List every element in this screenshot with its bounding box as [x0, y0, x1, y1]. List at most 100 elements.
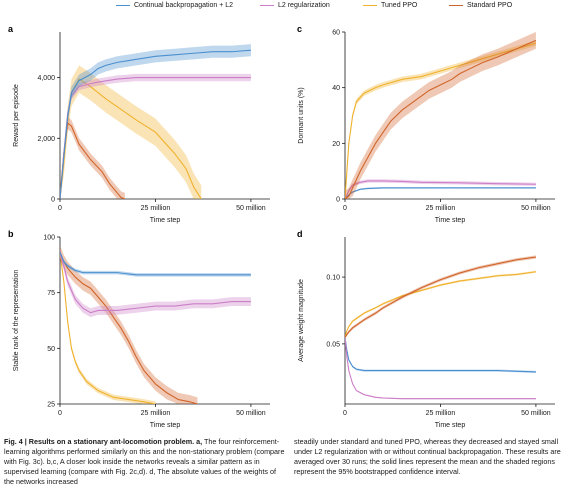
panel-letter: a: [8, 24, 14, 34]
panel-b: b 0 25 million 50 million 25 50 75 100 Time step…: [8, 229, 270, 429]
series-tuned-ppo: [60, 249, 156, 404]
series-continual-backpropagation-l2: [60, 250, 251, 277]
panel-d: d 0 25 million 50 million 0.05 0.10 Time step A…: [297, 229, 555, 429]
legend-item: Continual backpropagation + L2: [116, 2, 233, 9]
x-tick-label: 50 million: [521, 205, 551, 212]
y-tick-label: 60: [332, 30, 340, 37]
legend-label: L2 regularization: [278, 2, 330, 9]
x-tick-label: 25 million: [141, 205, 171, 212]
series-standard-ppo: [345, 32, 537, 199]
panel-a: a 0 25 million 50 million 0 2,000 4,000 Time st…: [8, 24, 270, 224]
legend-swatch: [116, 4, 130, 6]
series-line: [345, 337, 536, 400]
panel-c: c 0 25 million 50 million 0 20 40 60 Time step Do…: [297, 24, 555, 224]
confidence-band: [60, 117, 125, 199]
series-line: [60, 78, 202, 199]
series-line: [60, 252, 156, 404]
y-tick-label: 0: [51, 197, 55, 204]
legend-item: Standard PPO: [449, 2, 512, 9]
series-line: [60, 252, 251, 314]
legend-swatch: [363, 4, 377, 6]
series-l2-regularization: [60, 248, 251, 318]
figure-panels: a 0 25 million 50 million 0 2,000 4,000 Time st…: [8, 24, 555, 429]
series-standard-ppo: [345, 255, 536, 339]
series-l2-regularization: [345, 179, 536, 199]
y-tick-label: 20: [332, 141, 340, 148]
x-tick-label: 50 million: [521, 410, 551, 417]
confidence-band: [345, 179, 536, 199]
x-tick-label: 0: [343, 410, 347, 417]
caption-text-left: The four reinforcement-learning algorith…: [4, 437, 285, 486]
y-axis-label: Average weight magnitude: [298, 279, 305, 362]
confidence-band: [345, 336, 536, 374]
x-axis-label: Time step: [150, 422, 181, 429]
y-tick-label: 75: [47, 290, 55, 297]
y-tick-label: 2,000: [37, 136, 55, 143]
x-tick-label: 0: [58, 205, 62, 212]
series-line: [345, 42, 537, 199]
y-tick-label: 0.05: [326, 341, 340, 348]
y-axis-label: Dormant units (%): [298, 87, 305, 143]
series-tuned-ppo: [345, 40, 537, 199]
panel-letter: b: [8, 229, 14, 239]
series-l2-regularization: [345, 336, 536, 400]
y-tick-label: 25: [47, 402, 55, 409]
confidence-band: [60, 250, 251, 277]
x-tick-label: 50 million: [236, 410, 266, 417]
x-tick-label: 25 million: [426, 205, 456, 212]
y-tick-label: 50: [47, 346, 55, 353]
series-line: [345, 256, 536, 338]
panel-letter: c: [297, 24, 302, 34]
legend-label: Tuned PPO: [381, 2, 418, 9]
series-continual-backpropagation-l2: [345, 336, 536, 374]
caption-text-right: steadily under standard and tuned PPO, w…: [294, 437, 561, 476]
series-line: [60, 49, 251, 199]
x-axis-label: Time step: [435, 217, 466, 224]
legend-item: L2 regularization: [260, 2, 330, 9]
y-tick-label: 40: [332, 85, 340, 92]
legend-label: Continual backpropagation + L2: [134, 2, 234, 9]
x-tick-label: 25 million: [426, 410, 456, 417]
chart-legend: Continual backpropagation + L2 L2 regula…: [0, 0, 573, 16]
series-line: [345, 180, 536, 199]
panel-letter: d: [297, 229, 303, 239]
series-line: [60, 252, 251, 276]
series-line: [345, 271, 536, 338]
series-continual-backpropagation-l2: [60, 44, 251, 199]
series-line: [60, 252, 198, 404]
legend-item: Tuned PPO: [363, 2, 417, 9]
confidence-band: [345, 336, 536, 400]
x-tick-label: 50 million: [236, 205, 266, 212]
confidence-band: [345, 255, 536, 339]
x-axis-label: Time step: [435, 422, 466, 429]
series-line: [345, 39, 537, 199]
y-tick-label: 100: [43, 235, 55, 242]
confidence-band: [345, 270, 536, 339]
x-tick-label: 25 million: [141, 410, 171, 417]
y-tick-label: 0.10: [326, 275, 340, 282]
legend-swatch: [260, 4, 274, 6]
series-standard-ppo: [60, 245, 198, 404]
series-continual-backpropagation-l2: [345, 187, 536, 199]
confidence-band: [60, 245, 198, 404]
series-line: [345, 187, 536, 199]
legend-label: Standard PPO: [467, 2, 513, 9]
series-standard-ppo: [60, 117, 126, 199]
y-axis-label: Stable rank of the representation: [13, 270, 20, 372]
caption-bold: Fig. 4 | Results on a stationary ant-loc…: [4, 437, 203, 446]
confidence-band: [345, 187, 536, 199]
x-tick-label: 0: [343, 205, 347, 212]
figure-caption-left: Fig. 4 | Results on a stationary ant-loc…: [4, 437, 286, 487]
confidence-band: [345, 32, 536, 199]
confidence-band: [60, 65, 202, 199]
y-axis-label: Reward per episode: [13, 84, 20, 147]
x-tick-label: 0: [58, 410, 62, 417]
figure-caption-right: steadily under standard and tuned PPO, w…: [294, 437, 569, 477]
confidence-band: [345, 40, 536, 199]
y-tick-label: 0: [336, 197, 340, 204]
series-tuned-ppo: [345, 270, 536, 339]
y-tick-label: 4,000: [37, 75, 55, 82]
series-line: [345, 337, 536, 373]
x-axis-label: Time step: [150, 217, 181, 224]
confidence-band: [60, 248, 251, 318]
